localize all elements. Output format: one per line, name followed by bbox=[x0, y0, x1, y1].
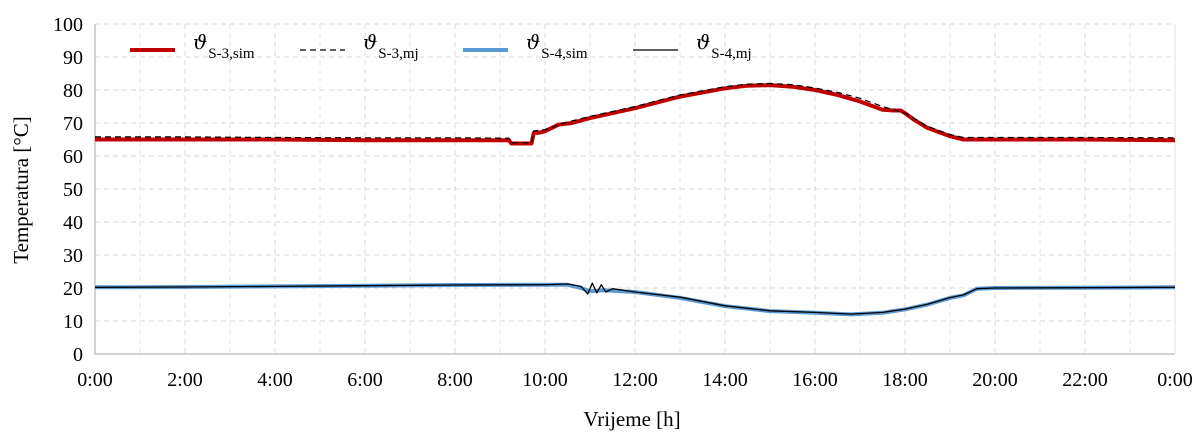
y-tick-label: 100 bbox=[53, 14, 83, 36]
legend-label: ϑS-3,mj bbox=[363, 30, 419, 62]
y-tick-label: 80 bbox=[63, 80, 83, 102]
x-tick-label: 22:00 bbox=[1062, 369, 1108, 391]
y-tick-label: 20 bbox=[63, 278, 83, 300]
legend-subscript: S-4,sim bbox=[541, 46, 588, 62]
y-tick-label: 90 bbox=[63, 47, 83, 69]
legend-symbol: ϑ bbox=[363, 30, 377, 54]
y-tick-label: 40 bbox=[63, 212, 83, 234]
legend-symbol: ϑ bbox=[696, 30, 710, 54]
axes bbox=[94, 24, 1176, 355]
series-lines bbox=[94, 82, 1176, 317]
grid-lines bbox=[95, 23, 1175, 354]
y-axis-label: Temperatura [°C] bbox=[9, 116, 33, 263]
legend-label: ϑS-4,sim bbox=[526, 30, 588, 62]
x-tick-label: 10:00 bbox=[522, 369, 568, 391]
series-line-s-3-sim bbox=[95, 83, 1176, 146]
legend-label: ϑS-4,mj bbox=[696, 30, 752, 62]
y-tick-label: 30 bbox=[63, 245, 83, 267]
series-line-s-4-mj bbox=[94, 282, 1176, 315]
legend: ϑS-3,sim ϑS-3,mj ϑS-4,sim ϑS-4,mj bbox=[130, 30, 752, 62]
legend-subscript: S-4,mj bbox=[711, 46, 751, 62]
y-tick-label: 0 bbox=[73, 344, 83, 366]
x-tick-label: 4:00 bbox=[257, 369, 293, 391]
legend-label: ϑS-3,sim bbox=[193, 30, 255, 62]
x-tick-label: 20:00 bbox=[972, 369, 1018, 391]
x-tick-label: 16:00 bbox=[792, 369, 838, 391]
x-tick-label: 12:00 bbox=[612, 369, 658, 391]
y-tick-label: 60 bbox=[63, 146, 83, 168]
y-tick-label: 10 bbox=[63, 311, 83, 333]
legend-subscript: S-3,sim bbox=[208, 46, 255, 62]
x-tick-label: 14:00 bbox=[702, 369, 748, 391]
y-tick-label: 50 bbox=[63, 179, 83, 201]
x-tick-label: 2:00 bbox=[167, 369, 203, 391]
legend-symbol: ϑ bbox=[526, 30, 540, 54]
x-tick-label: 8:00 bbox=[437, 369, 473, 391]
legend-symbol: ϑ bbox=[193, 30, 207, 54]
tick-labels: 0 10 20 30 40 50 60 70 80 90 100 0:00 2:00 4:00 6:00 8:… bbox=[53, 14, 1193, 391]
x-tick-label: 0:00 bbox=[77, 369, 113, 391]
x-tick-label: 6:00 bbox=[347, 369, 383, 391]
y-tick-label: 70 bbox=[63, 113, 83, 135]
x-axis-label: Vrijeme [h] bbox=[583, 407, 680, 431]
legend-subscript: S-3,mj bbox=[378, 46, 418, 62]
x-tick-label: 18:00 bbox=[882, 369, 928, 391]
x-tick-label: 0:00 bbox=[1157, 369, 1193, 391]
